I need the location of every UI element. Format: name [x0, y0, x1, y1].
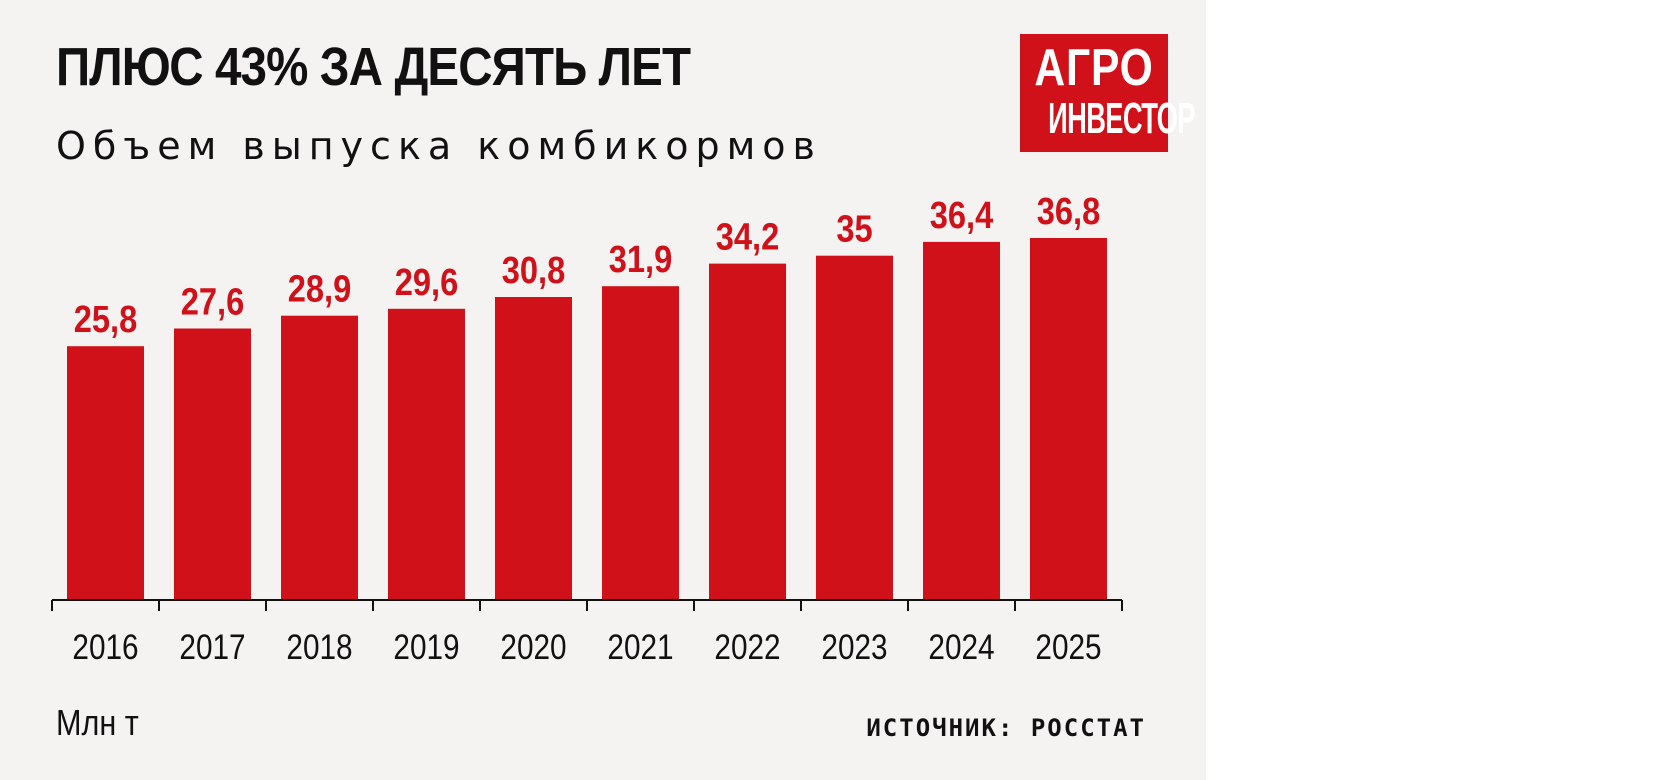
data-label-2020: 30,8: [502, 249, 566, 292]
bar-2022: [709, 263, 786, 600]
x-tick-label-2022: 2022: [714, 628, 780, 667]
x-tick-label-2017: 2017: [179, 628, 245, 667]
data-label-2016: 25,8: [74, 298, 138, 341]
chart-title: ПЛЮС 43% ЗА ДЕСЯТЬ ЛЕТ: [56, 37, 691, 97]
chart-panel: ПЛЮС 43% ЗА ДЕСЯТЬ ЛЕТ Объем выпуска ком…: [0, 0, 1206, 780]
bar-2018: [281, 315, 358, 600]
x-tick-label-2025: 2025: [1035, 628, 1101, 667]
x-tick-label-2021: 2021: [607, 628, 673, 667]
data-label-2019: 29,6: [395, 260, 459, 303]
source-label: ИСТОЧНИК: РОССТАТ: [866, 714, 1146, 742]
bar-2017: [174, 328, 251, 600]
data-label-2021: 31,9: [609, 238, 673, 281]
data-label-2017: 27,6: [181, 280, 245, 323]
bar-2024: [923, 241, 1000, 600]
logo-text-line1: АГРО: [1034, 39, 1154, 97]
bar-2021: [602, 286, 679, 600]
data-label-2018: 28,9: [288, 267, 352, 310]
x-tick-label-2020: 2020: [500, 628, 566, 667]
data-label-2022: 34,2: [716, 215, 780, 258]
bar-2016: [67, 346, 144, 600]
data-label-2023: 35: [836, 207, 872, 250]
x-tick-label-2023: 2023: [821, 628, 887, 667]
x-tick-label-2016: 2016: [72, 628, 138, 667]
x-tick-label-2018: 2018: [286, 628, 352, 667]
data-label-2024: 36,4: [930, 194, 994, 237]
agroinvestor-logo: АГРО ИНВЕСТОР: [1020, 34, 1195, 152]
x-tick-label-2024: 2024: [928, 628, 994, 667]
bar-2025: [1030, 238, 1107, 600]
bar-2023: [816, 255, 893, 600]
bar-2019: [388, 308, 465, 600]
x-tick-label-2019: 2019: [393, 628, 459, 667]
unit-label: Млн т: [56, 702, 139, 743]
bar-2020: [495, 297, 572, 600]
data-label-2025: 36,8: [1037, 190, 1101, 233]
chart-subtitle: Объем выпуска комбикормов: [56, 124, 822, 168]
bar-chart: 25,8 2016 27,6 2017 28,9 2018 29,6 2019 30,8 2020…: [51, 190, 1123, 667]
